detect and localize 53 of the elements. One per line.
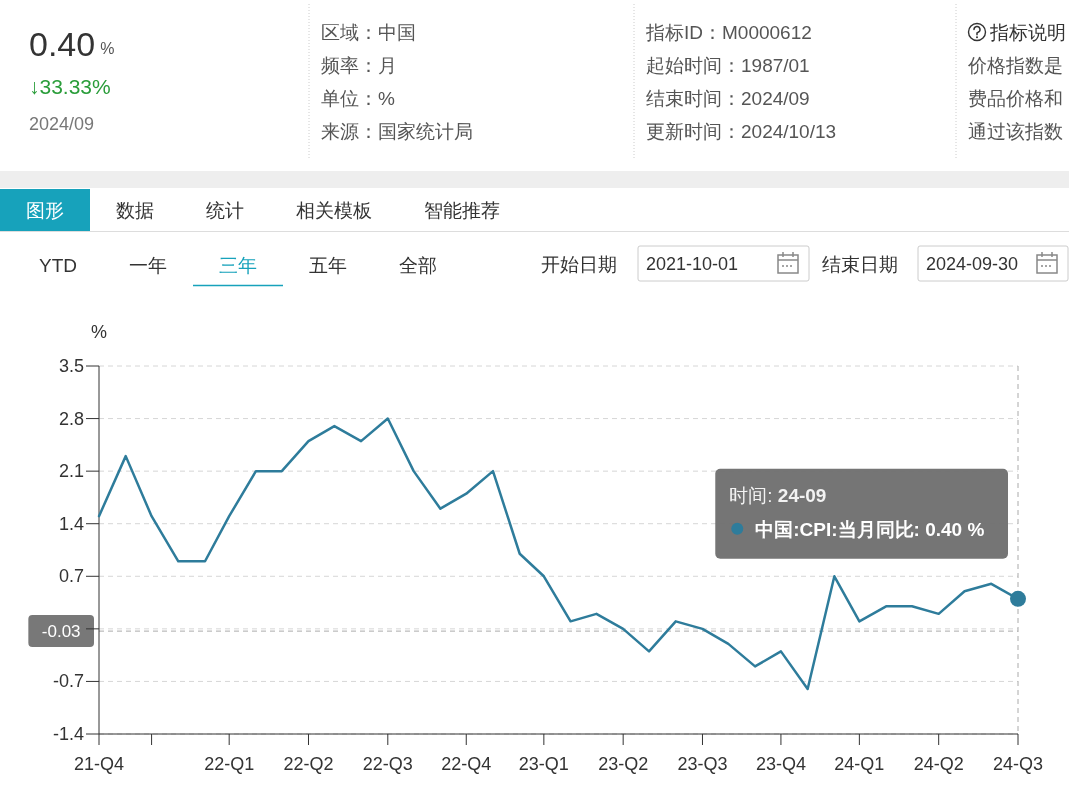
annotation: 中国:CPI:当月同比: 0.40 % — [755, 518, 985, 540]
text: YTD — [39, 255, 77, 276]
annotation: 时间: 24-09 — [729, 484, 827, 506]
y-tick-label: 2.1 — [58, 461, 84, 482]
text: 结束日期 — [822, 254, 898, 275]
x-tick-label: 24-Q1 — [834, 754, 885, 774]
x-tick-label: 23-Q1 — [518, 754, 569, 774]
text: 结束时间：2024/09 — [646, 88, 810, 109]
text: 相关模板 — [296, 200, 372, 221]
x-tick-label: 22-Q4 — [441, 754, 492, 774]
text: 单位：% — [321, 88, 395, 109]
text: ↓33.33% — [29, 75, 111, 98]
text: 起始时间：1987/01 — [646, 55, 810, 76]
y-tick-label: -1.4 — [52, 724, 84, 744]
text: 指标说明 — [989, 22, 1066, 43]
x-tick-label: 23-Q2 — [598, 754, 649, 774]
text: 2024/09 — [29, 114, 95, 134]
text: 指标ID：M0000612 — [645, 22, 812, 43]
x-tick-label: 24-Q2 — [913, 754, 964, 774]
y-axis-title: % — [90, 322, 108, 342]
x-tick-label: 22-Q1 — [204, 754, 255, 774]
y-tick-label: 0.7 — [58, 566, 84, 587]
y-tick-label: -0.7 — [52, 671, 84, 692]
x-tick-label: 23-Q3 — [677, 754, 728, 774]
ref-line-label: -0.03 — [41, 622, 81, 642]
text: 0.40 — [29, 25, 96, 63]
x-tick-label: 22-Q2 — [283, 754, 334, 774]
text: 2021-10-01 — [646, 254, 739, 274]
text: 区域：中国 — [321, 22, 416, 43]
y-tick-label: 1.4 — [58, 513, 84, 534]
text: 频率：月 — [321, 55, 397, 76]
text: 智能推荐 — [424, 200, 500, 221]
text: 2024-09-30 — [926, 254, 1019, 274]
text: 通过该指数 — [968, 121, 1063, 142]
y-tick-label: 2.8 — [58, 408, 84, 429]
text: 更新时间：2024/10/13 — [646, 121, 837, 142]
text: 一年 — [129, 255, 167, 276]
text: 开始日期 — [541, 254, 617, 275]
text: 费品价格和 — [968, 88, 1063, 109]
text: 统计 — [206, 200, 244, 221]
y-tick-label: 3.5 — [58, 356, 84, 376]
text: 价格指数是 — [967, 55, 1063, 76]
text: 三年 — [219, 255, 257, 276]
source-note: 来源：国家统计局 — [321, 121, 473, 142]
text: 五年 — [309, 255, 347, 276]
text: 全部 — [399, 255, 437, 276]
text: 图形 — [26, 200, 64, 221]
text: 数据 — [116, 200, 154, 221]
x-tick-label: 23-Q4 — [755, 754, 806, 774]
text: % — [100, 40, 115, 57]
x-tick-label: 22-Q3 — [362, 754, 413, 774]
x-tick-label: 21-Q4 — [73, 754, 125, 774]
x-tick-label: 24-Q3 — [992, 754, 1044, 774]
